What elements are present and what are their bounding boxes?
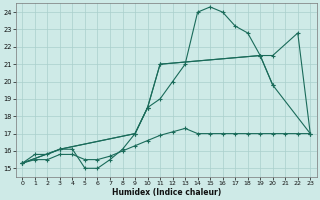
X-axis label: Humidex (Indice chaleur): Humidex (Indice chaleur) [112, 188, 221, 197]
